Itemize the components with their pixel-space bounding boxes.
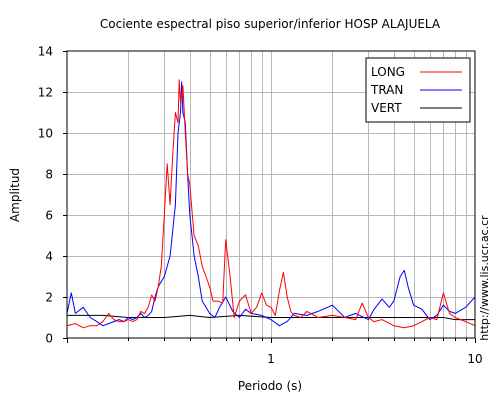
y-tick-label: 10 bbox=[38, 127, 53, 141]
x-tick-label: 10 bbox=[467, 352, 482, 366]
y-tick-label: 4 bbox=[45, 250, 53, 264]
series-line-vert bbox=[67, 314, 475, 321]
y-tick-label: 12 bbox=[38, 86, 53, 100]
legend: LONG TRAN VERT bbox=[365, 57, 471, 123]
chart-title: Cociente espectral piso superior/inferio… bbox=[100, 17, 441, 31]
y-tick-label: 2 bbox=[45, 291, 53, 305]
y-tick-label: 6 bbox=[45, 209, 53, 223]
y-axis-label: Amplitud bbox=[8, 168, 22, 222]
series-line-tran bbox=[67, 81, 475, 327]
x-tick-label: 1 bbox=[267, 352, 275, 366]
y-axis: 0 2 4 6 8 10 12 14 bbox=[38, 45, 67, 346]
legend-label-vert: VERT bbox=[371, 101, 402, 115]
x-axis: 1 10 bbox=[67, 338, 483, 366]
y-tick-label: 0 bbox=[45, 332, 53, 346]
series-line-long bbox=[67, 79, 475, 329]
website-url: http://www.lis.ucr.ac.cr bbox=[478, 215, 491, 341]
plot-lines bbox=[67, 79, 475, 329]
legend-label-tran: TRAN bbox=[370, 83, 403, 97]
x-axis-label: Periodo (s) bbox=[238, 379, 302, 393]
legend-label-long: LONG bbox=[371, 65, 405, 79]
y-tick-label: 8 bbox=[45, 168, 53, 182]
y-tick-label: 14 bbox=[38, 45, 53, 59]
